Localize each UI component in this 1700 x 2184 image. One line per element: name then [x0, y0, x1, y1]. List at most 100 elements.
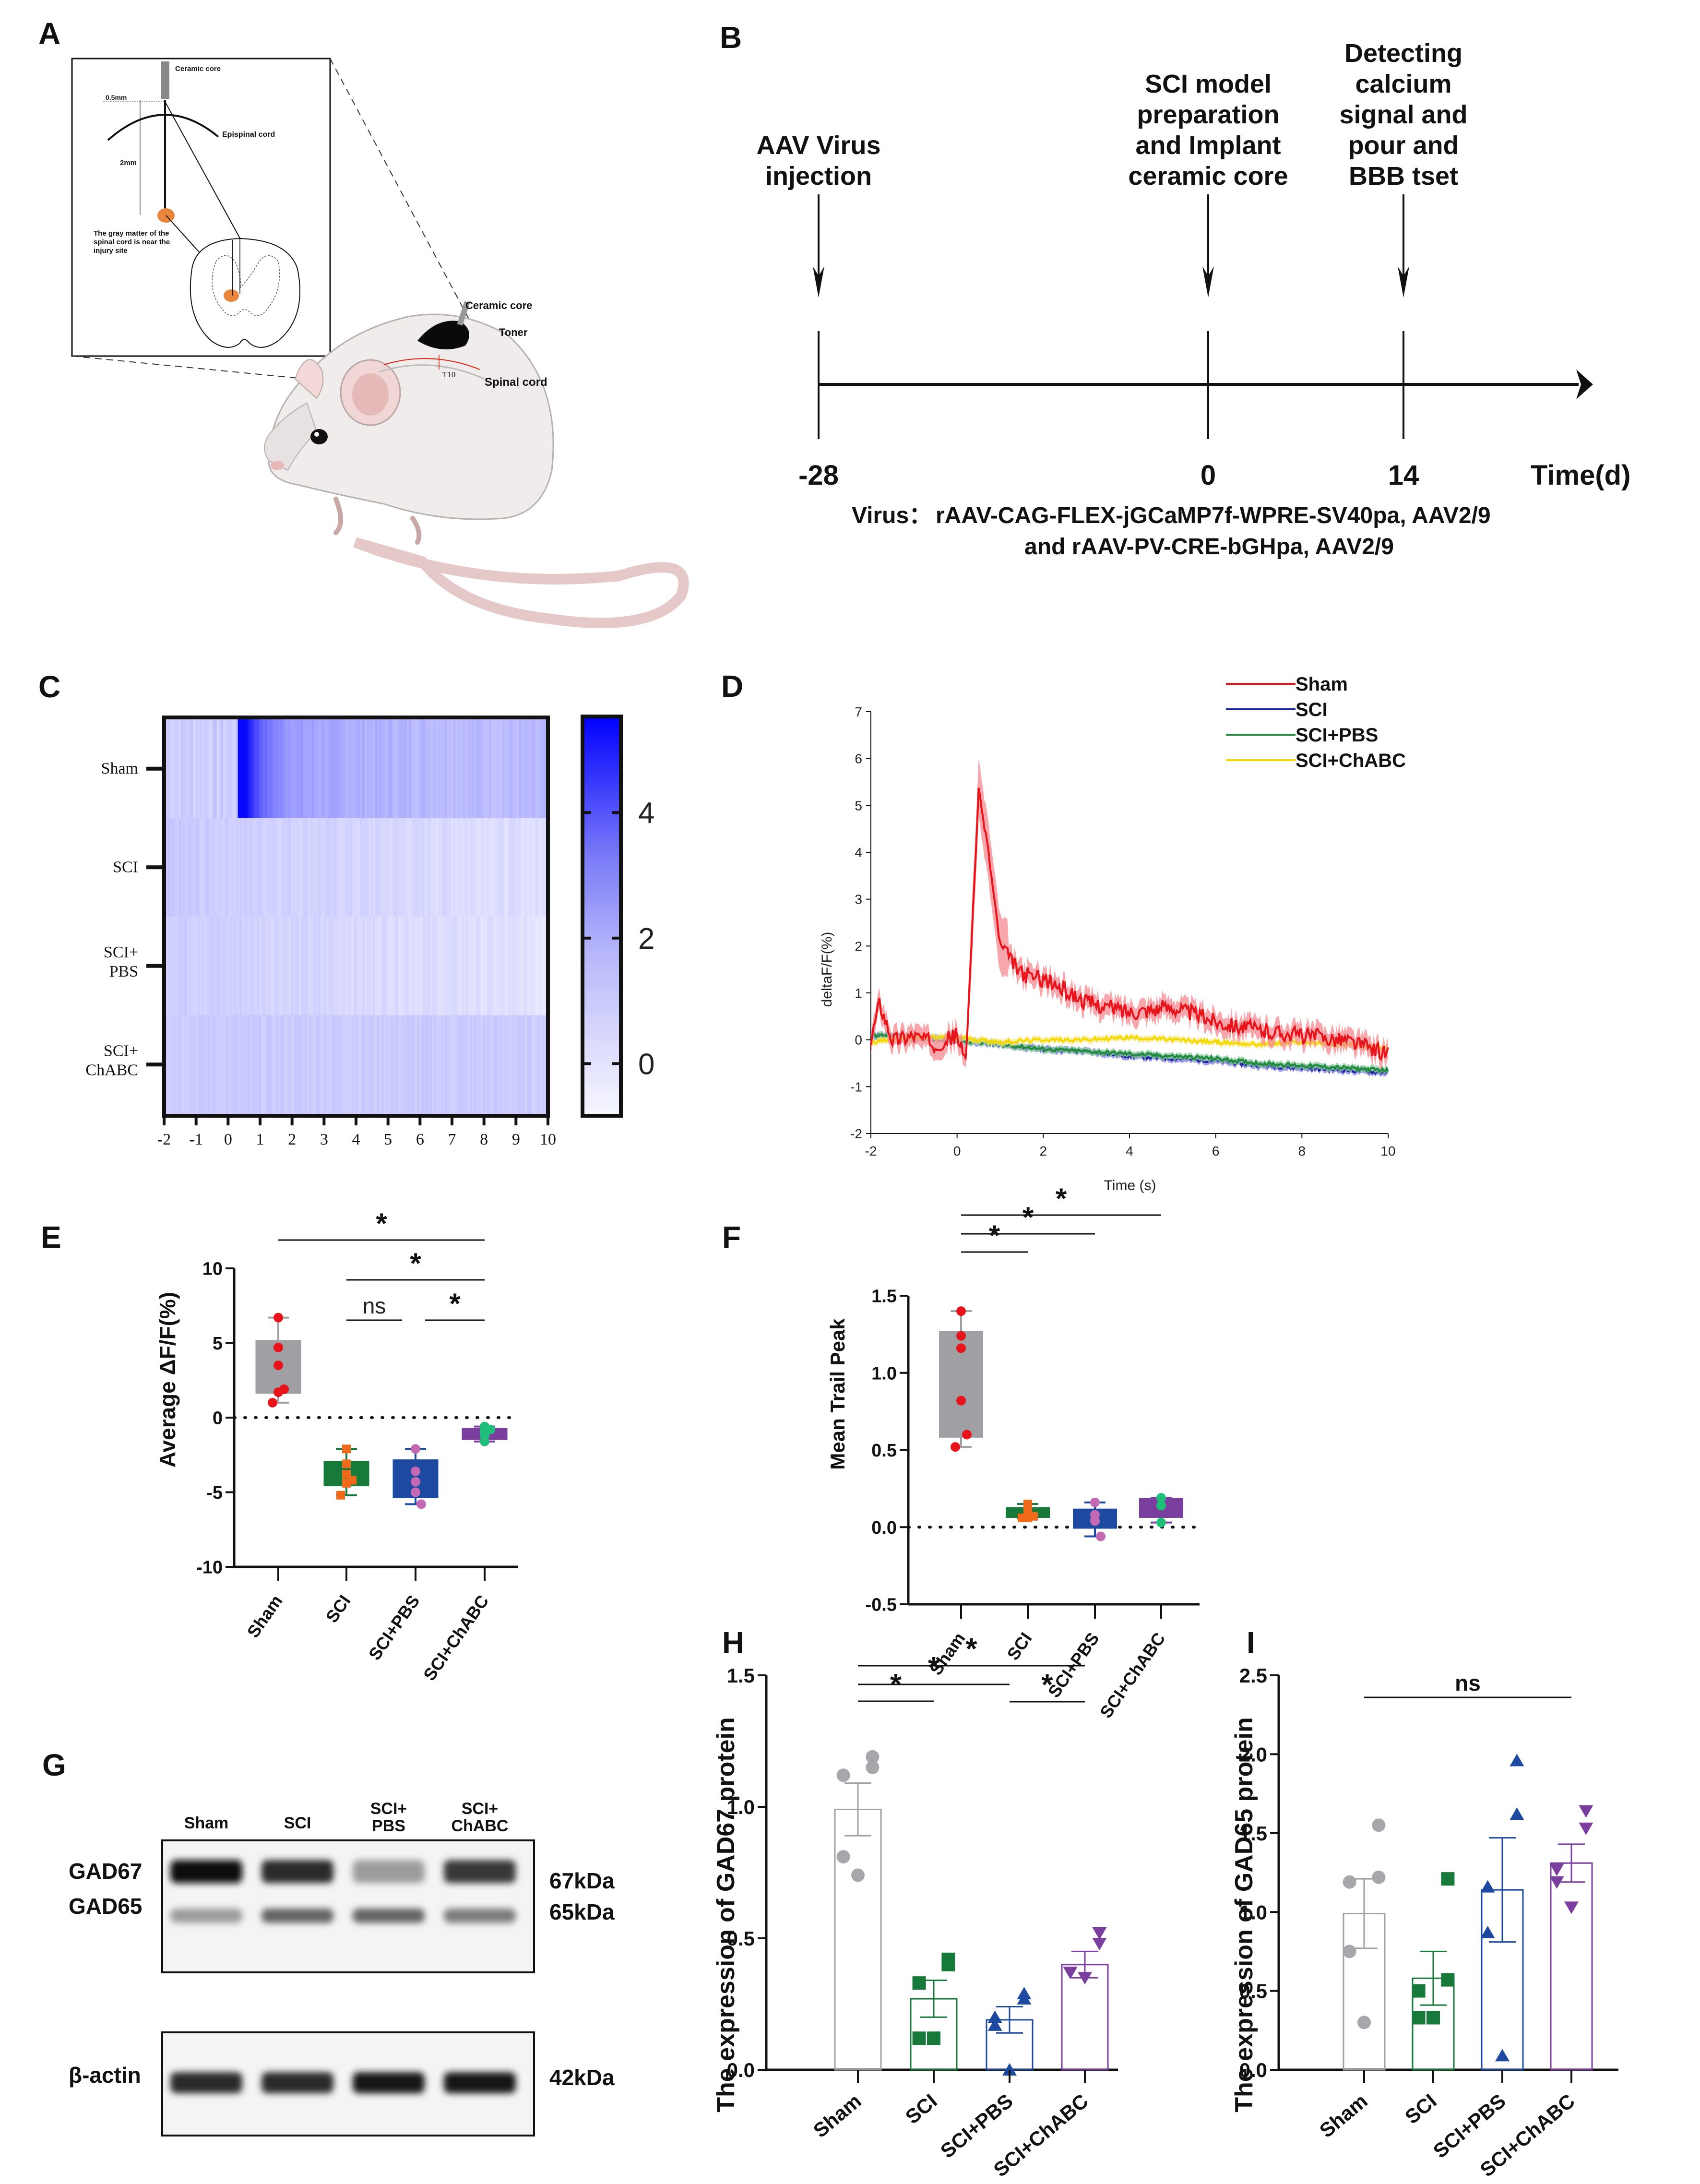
heatmap-cell [415, 917, 418, 1015]
lane-label: SCI+ [462, 1800, 499, 1818]
heatmap-cell [335, 917, 337, 1015]
heatmap-cell [189, 818, 192, 917]
y-tick-label: 1.5 [1239, 1822, 1267, 1845]
heatmap-cell [269, 818, 272, 917]
heatmap-cell [411, 719, 414, 818]
beta-actin-label: β-actin [69, 2063, 141, 2088]
heatmap-cell [406, 917, 409, 1015]
heatmap-cell [347, 719, 350, 818]
heatmap-cell [478, 719, 481, 818]
heatmap-row-label: PBS [109, 963, 139, 980]
heatmap-cell [535, 719, 538, 818]
heatmap-cell [225, 719, 228, 818]
heatmap-cell [539, 818, 542, 917]
heatmap-cell [531, 818, 534, 917]
heatmap-cell [373, 719, 376, 818]
data-point [416, 1499, 426, 1509]
heatmap-cell [223, 818, 226, 917]
heatmap-cell [333, 818, 335, 917]
heatmap-cell [499, 719, 502, 818]
data-point [1002, 2063, 1017, 2076]
heatmap-cell [394, 818, 397, 917]
panel-letter-b: B [720, 20, 742, 55]
heatmap-cell [432, 1015, 435, 1114]
heatmap-cell [248, 1015, 251, 1114]
heatmap-cell [512, 818, 515, 917]
heatmap-cell [354, 719, 357, 818]
heatmap-cell [506, 719, 509, 818]
heatmap-cell [272, 818, 274, 917]
heatmap-cell [487, 818, 489, 917]
timeline-axis-label: Time(d) [1531, 460, 1630, 491]
heatmap-cell [219, 917, 221, 1015]
heatmap-cell [506, 818, 509, 917]
heatmap-cell [244, 1015, 247, 1114]
heatmap-cell [246, 719, 249, 818]
heatmap-cell [263, 719, 266, 818]
data-point [411, 1487, 420, 1497]
half-mm-label: 0.5mm [106, 94, 127, 101]
heatmap-cell [212, 818, 215, 917]
heatmap-cell [419, 917, 422, 1015]
heatmap-cell [421, 1015, 424, 1114]
heatmap-cell [518, 917, 521, 1015]
heatmap-cell [295, 818, 297, 917]
heatmap-cell [236, 1015, 238, 1114]
heatmap-cell [483, 818, 485, 917]
virus-line-1: rAAV-CAG-FLEX-jGCaMP7f-WPRE-SV40pa, AAV2… [936, 503, 1491, 528]
heatmap-cell [514, 818, 517, 917]
heatmap-cell [299, 1015, 302, 1114]
heatmap-cell [438, 818, 441, 917]
heatmap-cell [189, 917, 192, 1015]
heatmap-cell [318, 1015, 321, 1114]
heatmap-cell [290, 818, 293, 917]
gad65-band [262, 1909, 333, 1923]
heatmap-cell [337, 1015, 340, 1114]
heatmap-cell [248, 818, 251, 917]
data-point [912, 2031, 926, 2045]
heatmap-cell [472, 1015, 475, 1114]
heatmap-cell [225, 917, 228, 1015]
heatmap-cell [208, 818, 211, 917]
heatmap-cell [282, 917, 285, 1015]
heatmap-cell [440, 1015, 443, 1114]
heatmap-cell [462, 719, 464, 818]
data-point [1579, 1822, 1593, 1835]
heatmap-cell [322, 818, 325, 917]
t10-label: T10 [442, 370, 455, 379]
heatmap-cell [453, 818, 456, 917]
heatmap-cell [370, 719, 373, 818]
h-ylabel: The expression of GAD67 protein [712, 1717, 740, 2112]
heatmap-cell [204, 719, 207, 818]
data-point [956, 1306, 966, 1316]
heatmap-cell [233, 1015, 236, 1114]
heatmap-cell [438, 917, 441, 1015]
heatmap-cell [396, 917, 399, 1015]
heatmap-cell [459, 917, 462, 1015]
heatmap-cell [193, 719, 196, 818]
heatmap-cell [388, 1015, 390, 1114]
heatmap-cell [352, 719, 355, 818]
heatmap-cell [337, 818, 340, 917]
colorbar [581, 715, 623, 1118]
heatmap-cell [303, 719, 306, 818]
heatmap-cell [275, 917, 278, 1015]
heatmap-cell [457, 1015, 460, 1114]
gad65-band [444, 1909, 516, 1923]
data-point [1156, 1493, 1166, 1503]
heatmap-cell [174, 917, 177, 1015]
x-tick-label: Sham [243, 1591, 286, 1641]
heatmap-cell [250, 818, 253, 917]
heatmap-cell [444, 917, 447, 1015]
heatmap-cell [495, 818, 498, 917]
heatmap-cell [381, 818, 384, 917]
heatmap-cell [240, 917, 242, 1015]
heatmap-cell [311, 719, 314, 818]
heatmap-cell [301, 719, 304, 818]
data-point [342, 1459, 351, 1468]
data-point [1549, 1863, 1564, 1876]
heatmap-x-tick-label: 1 [256, 1131, 264, 1148]
heatmap-cell [240, 719, 242, 818]
heatmap-cell [307, 1015, 310, 1114]
heatmap-cell [231, 1015, 234, 1114]
